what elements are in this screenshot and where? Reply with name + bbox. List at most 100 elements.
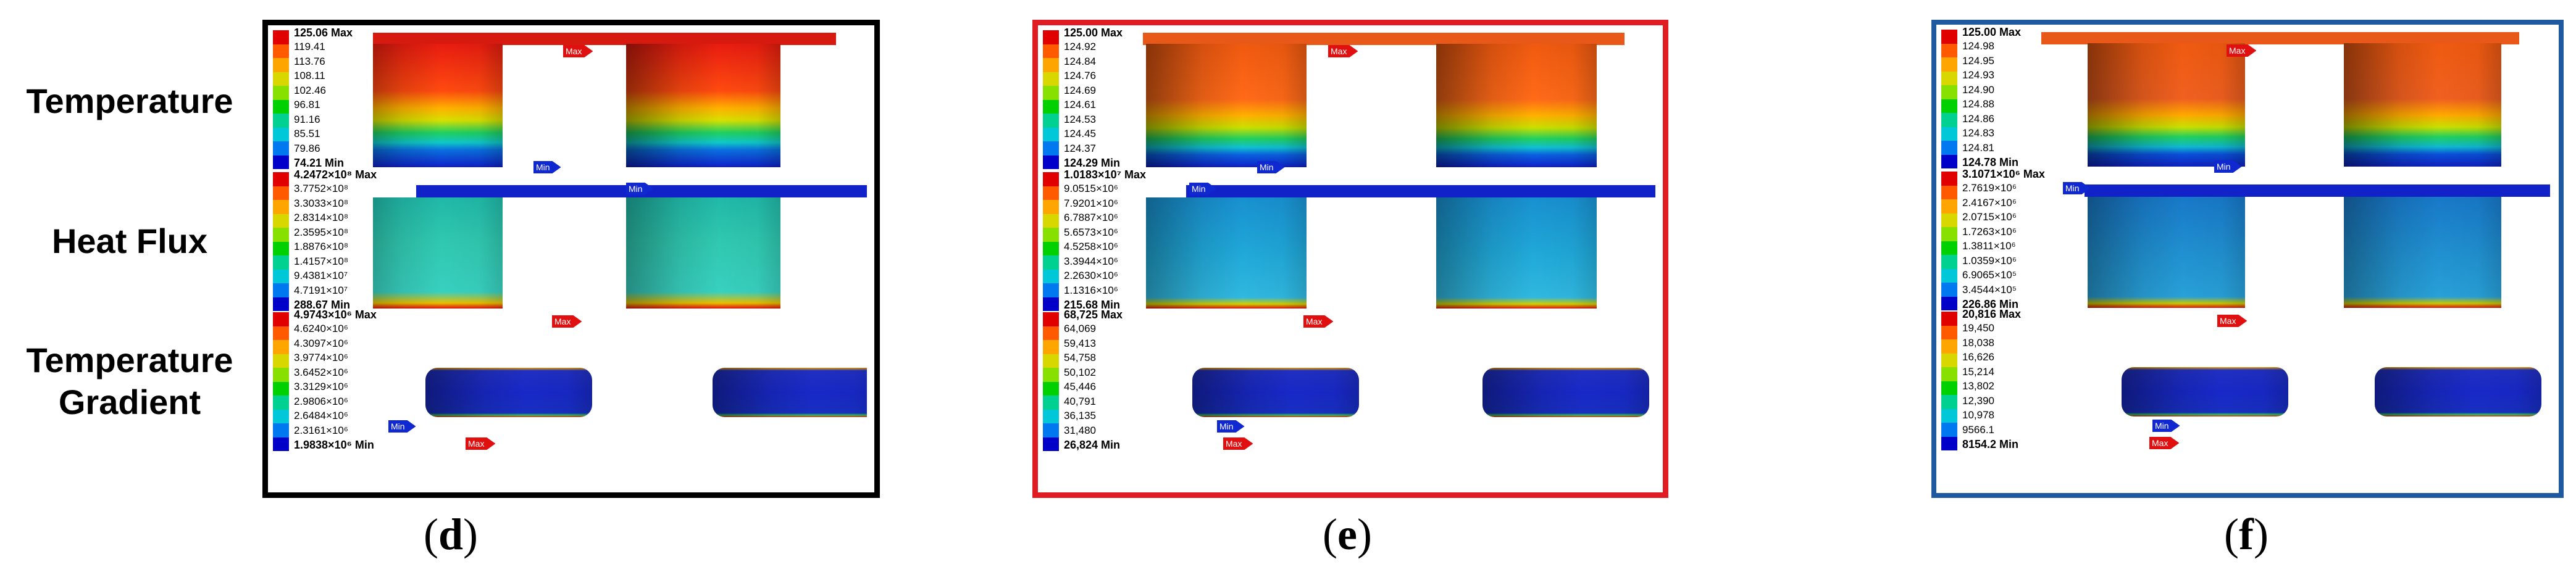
legend-swatch — [1043, 269, 1059, 283]
legend-tick-label: 124.88 — [1962, 98, 1994, 110]
legend-tick-label: 124.93 — [1962, 69, 1994, 81]
legend-swatch — [1941, 213, 1957, 227]
legend-tick-label: 2.4167×10⁶ — [1962, 196, 2017, 209]
legend-swatch — [273, 58, 289, 72]
legend-min-label: 288.67 Min — [294, 298, 351, 311]
legend-tick-label: 124.53 — [1064, 113, 1096, 125]
min-marker: Min — [1189, 183, 1217, 195]
max-marker: Max — [1223, 437, 1253, 450]
legend-swatch — [273, 283, 289, 297]
legend-tick-label: 6.9065×10⁵ — [1962, 269, 2017, 281]
legend-swatch — [273, 326, 289, 340]
legend-tick-label: 124.92 — [1064, 41, 1096, 53]
legend-swatch — [1043, 283, 1059, 297]
legend-tick-label: 124.86 — [1962, 112, 1994, 125]
legend-swatch — [273, 44, 289, 58]
legend-tick-label: 9.4381×10⁷ — [294, 270, 348, 282]
legend-tick-label: 3.6452×10⁶ — [294, 366, 348, 378]
legend-tick-label: 3.3944×10⁶ — [1064, 255, 1118, 267]
legend-tick-label: 3.3033×10⁸ — [294, 197, 349, 209]
legend-swatch — [1941, 126, 1957, 141]
legend-swatch — [273, 368, 289, 382]
legend-swatch — [1043, 381, 1059, 396]
row-label-temperature: Temperature — [26, 81, 233, 120]
legend-tick-label: 79.86 — [294, 142, 320, 154]
legend-swatch — [1941, 436, 1957, 450]
legend-tick-label: 2.2630×10⁶ — [1064, 270, 1118, 282]
max-marker: Max — [1303, 315, 1333, 328]
legend-tick-label: 124.45 — [1064, 128, 1096, 140]
legend-min-label: 1.9838×10⁶ Min — [294, 438, 374, 451]
legend-swatch — [1941, 185, 1957, 199]
legend-swatch — [273, 186, 289, 200]
legend-temperature: 125.06 Max 119.41 113.76 108.11 102.46 96.81 9… — [273, 27, 353, 169]
legend-temperature: 125.00 Max 124.98 124.95 124.93 124.90 124.88… — [1941, 26, 2021, 168]
top-plate — [2085, 184, 2550, 197]
legend-swatch — [1043, 86, 1059, 100]
legend-min-label: 215.68 Min — [1064, 298, 1121, 311]
legend-swatch — [1043, 127, 1059, 141]
legend-tick-label: 3.3129×10⁶ — [294, 381, 348, 393]
legend-swatch — [273, 354, 289, 368]
legend-tick-label: 45,446 — [1064, 381, 1096, 393]
legend-heat-flux: 1.0183×10⁷ Max 9.0515×10⁶ 7.9201×10⁶ 6.7887… — [1043, 168, 1146, 311]
legend-tick-label: 124.61 — [1064, 99, 1096, 111]
legend-swatch — [1941, 339, 1957, 354]
legend-tick-label: 12,390 — [1962, 394, 1994, 407]
legend-swatch — [1941, 367, 1957, 381]
legend-swatch — [1941, 199, 1957, 213]
legend-tick-label: 124.37 — [1064, 142, 1096, 154]
max-marker: Max — [2227, 44, 2256, 57]
legend-swatch — [1043, 172, 1059, 186]
legend-tick-label: 4.3097×10⁶ — [294, 337, 348, 349]
legend-swatch — [273, 340, 289, 354]
legend-swatch — [1043, 200, 1059, 214]
legend-min-label: 26,824 Min — [1064, 438, 1121, 451]
temperature-model — [373, 33, 836, 167]
legend-max-label: 4.2472×10⁸ Max — [294, 168, 377, 181]
legend-tick-label: 3.7752×10⁸ — [294, 183, 349, 195]
legend-swatch — [1043, 141, 1059, 155]
legend-tick-label: 59,413 — [1064, 337, 1096, 349]
legend-swatch — [273, 72, 289, 86]
legend-tick-label: 54,758 — [1064, 352, 1096, 364]
min-marker: Min — [1257, 161, 1285, 173]
legend-tick-label: 124.98 — [1962, 40, 1994, 52]
legend-swatch — [1043, 437, 1059, 451]
legend-swatch — [273, 114, 289, 128]
caption-letter: d — [438, 510, 464, 559]
legend-tick-label: 1.3811×10⁶ — [1962, 240, 2016, 252]
legend-swatch — [1043, 114, 1059, 128]
legend-tick-label: 124.81 — [1962, 141, 1994, 154]
legend-tick-label: 1.0359×10⁶ — [1962, 254, 2017, 267]
legend-tick-label: 9566.1 — [1962, 423, 1994, 436]
legend-tick-label: 13,802 — [1962, 380, 1994, 392]
legend-tick-label: 2.9806×10⁶ — [294, 395, 348, 407]
legend-tick-label: 113.76 — [294, 55, 325, 67]
legend-max-label: 68,725 Max — [1064, 309, 1123, 321]
legend-tick-label: 108.11 — [294, 70, 325, 82]
legend-swatch — [1043, 326, 1059, 340]
legend-swatch — [1043, 409, 1059, 423]
legend-tick-label: 4.7191×10⁷ — [294, 284, 348, 296]
legend-swatch — [1941, 268, 1957, 283]
legend-tick-label: 4.6240×10⁶ — [294, 323, 348, 335]
legend-swatch — [1043, 241, 1059, 255]
legend-tick-label: 18,038 — [1962, 336, 1994, 349]
legend-swatch — [1043, 155, 1059, 169]
legend-max-label: 4.9743×10⁶ Max — [294, 309, 377, 321]
legend-tick-label: 124.83 — [1962, 127, 1994, 139]
legend-tick-label: 5.6573×10⁶ — [1064, 226, 1118, 238]
legend-min-label: 226.86 Min — [1962, 297, 2019, 310]
legend-tick-label: 50,102 — [1064, 366, 1096, 378]
caption-letter: f — [2239, 510, 2254, 559]
panel-f: 125.00 Max 124.98 124.95 124.93 124.90 124.88… — [1931, 20, 2564, 498]
legend-swatch — [1941, 43, 1957, 57]
legend-swatch — [1043, 255, 1059, 270]
legend-tick-label: 119.41 — [294, 41, 325, 53]
legend-tick-label: 19,450 — [1962, 322, 1994, 334]
legend-tick-label: 2.7619×10⁶ — [1962, 182, 2017, 194]
legend-swatch — [273, 269, 289, 283]
legend-swatch — [273, 312, 289, 326]
legend-swatch — [1941, 113, 1957, 127]
